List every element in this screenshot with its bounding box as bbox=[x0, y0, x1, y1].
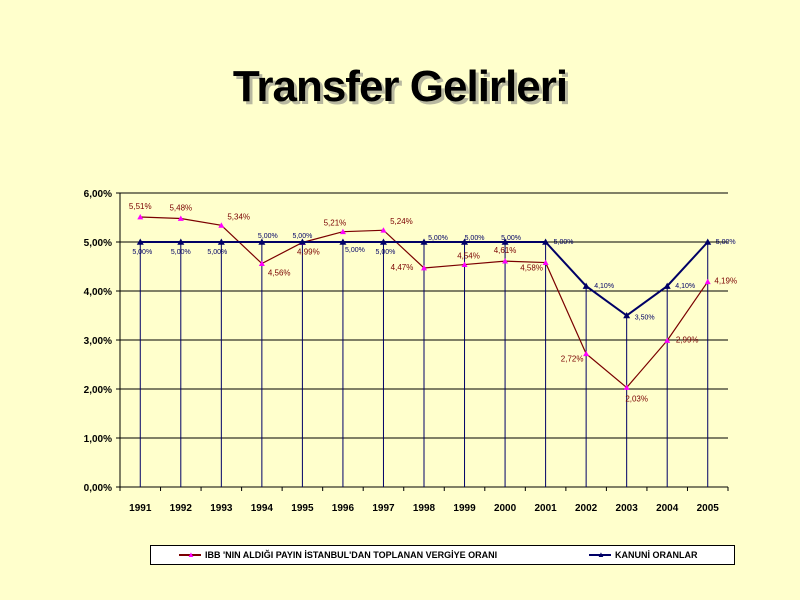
point-legal-rate bbox=[298, 238, 306, 245]
data-label-tax-share: 4,56% bbox=[268, 269, 291, 278]
data-label-tax-share: 4,99% bbox=[297, 247, 320, 256]
x-tick-label: 1999 bbox=[453, 503, 476, 514]
x-tick-label: 1994 bbox=[251, 503, 274, 514]
point-tax-share bbox=[339, 228, 346, 235]
data-label-legal-rate: 5,00% bbox=[428, 235, 448, 242]
data-label-legal-rate: 4,10% bbox=[675, 283, 695, 290]
data-label-tax-share: 5,24% bbox=[390, 217, 413, 226]
data-label-tax-share: 4,61% bbox=[494, 246, 517, 255]
legend-swatch-tax-share: ▲ bbox=[179, 551, 201, 559]
point-tax-share bbox=[461, 261, 468, 267]
legend-swatch-legal-rate: ▲ bbox=[589, 551, 611, 559]
point-tax-share bbox=[583, 350, 590, 357]
y-tick-label: 3,00% bbox=[84, 336, 112, 347]
point-tax-share bbox=[502, 258, 509, 264]
point-legal-rate bbox=[623, 312, 631, 319]
legend-item-tax-share: ▲ IBB 'NIN ALDIĞI PAYIN İSTANBUL'DAN TOP… bbox=[179, 550, 497, 560]
legend-label-legal-rate: KANUNİ ORANLAR bbox=[615, 550, 698, 560]
data-label-legal-rate: 5,00% bbox=[207, 249, 227, 256]
point-tax-share bbox=[421, 264, 427, 271]
data-label-tax-share: 5,51% bbox=[129, 202, 152, 211]
data-label-legal-rate: 5,00% bbox=[465, 235, 485, 242]
x-tick-label: 2003 bbox=[616, 503, 639, 514]
point-legal-rate bbox=[582, 282, 590, 289]
data-label-tax-share: 4,47% bbox=[391, 263, 414, 272]
x-tick-label: 2002 bbox=[575, 503, 598, 514]
point-tax-share bbox=[542, 259, 549, 265]
data-label-legal-rate: 5,00% bbox=[716, 239, 736, 246]
y-tick-label: 2,00% bbox=[84, 385, 112, 396]
y-tick-label: 5,00% bbox=[84, 238, 112, 249]
data-label-tax-share: 5,21% bbox=[324, 219, 347, 228]
point-tax-share bbox=[177, 215, 184, 221]
x-tick-label: 2005 bbox=[697, 503, 720, 514]
slide-title: Transfer Gelirleri bbox=[232, 62, 568, 111]
y-tick-label: 4,00% bbox=[84, 287, 112, 298]
point-tax-share bbox=[380, 227, 387, 233]
x-tick-label: 2004 bbox=[656, 503, 679, 514]
data-label-tax-share: 5,48% bbox=[169, 203, 192, 212]
point-legal-rate bbox=[542, 238, 550, 245]
x-tick-label: 1991 bbox=[129, 503, 152, 514]
data-label-legal-rate: 4,10% bbox=[594, 283, 614, 290]
x-tick-label: 1996 bbox=[332, 503, 355, 514]
data-label-tax-share: 4,54% bbox=[457, 252, 480, 261]
point-legal-rate bbox=[258, 238, 266, 245]
data-label-legal-rate: 5,00% bbox=[171, 249, 191, 256]
data-label-legal-rate: 5,00% bbox=[554, 239, 574, 246]
point-legal-rate bbox=[663, 282, 671, 289]
x-tick-label: 2000 bbox=[494, 503, 517, 514]
data-label-legal-rate: 5,00% bbox=[501, 235, 521, 242]
x-tick-label: 1998 bbox=[413, 503, 436, 514]
point-tax-share bbox=[704, 278, 711, 285]
data-label-tax-share: 2,72% bbox=[561, 355, 584, 364]
point-tax-share bbox=[218, 222, 225, 228]
point-legal-rate bbox=[339, 238, 347, 245]
point-legal-rate bbox=[217, 238, 225, 245]
data-label-tax-share: 4,19% bbox=[714, 277, 737, 286]
x-tick-label: 1997 bbox=[372, 503, 395, 514]
point-legal-rate bbox=[420, 238, 428, 245]
data-label-legal-rate: 5,00% bbox=[132, 249, 152, 256]
data-label-tax-share: 4,58% bbox=[520, 264, 543, 273]
x-tick-label: 1992 bbox=[170, 503, 193, 514]
point-legal-rate bbox=[136, 238, 144, 245]
data-label-legal-rate: 3,50% bbox=[635, 315, 655, 322]
point-legal-rate bbox=[177, 238, 185, 245]
point-tax-share bbox=[623, 384, 630, 390]
x-tick-label: 2001 bbox=[534, 503, 557, 514]
x-tick-label: 1993 bbox=[210, 503, 233, 514]
point-tax-share bbox=[664, 337, 671, 343]
point-tax-share bbox=[258, 260, 265, 266]
chart-legend: ▲ IBB 'NIN ALDIĞI PAYIN İSTANBUL'DAN TOP… bbox=[150, 545, 735, 565]
data-label-tax-share: 5,34% bbox=[227, 212, 250, 221]
data-label-legal-rate: 5,00% bbox=[345, 247, 365, 254]
y-tick-label: 0,00% bbox=[84, 483, 112, 494]
point-legal-rate bbox=[501, 238, 509, 245]
data-label-legal-rate: 5,00% bbox=[376, 249, 396, 256]
data-label-tax-share: 2,03% bbox=[625, 395, 648, 404]
data-label-legal-rate: 5,00% bbox=[258, 233, 278, 240]
legend-item-legal-rate: ▲ KANUNİ ORANLAR bbox=[589, 550, 698, 560]
point-legal-rate bbox=[461, 238, 469, 245]
point-legal-rate bbox=[379, 238, 387, 245]
data-label-tax-share: 2,99% bbox=[676, 335, 699, 344]
y-tick-label: 1,00% bbox=[84, 434, 112, 445]
point-legal-rate bbox=[704, 238, 712, 245]
data-label-legal-rate: 5,00% bbox=[292, 233, 312, 240]
x-tick-label: 1995 bbox=[291, 503, 314, 514]
point-tax-share bbox=[137, 214, 144, 220]
legend-label-tax-share: IBB 'NIN ALDIĞI PAYIN İSTANBUL'DAN TOPLA… bbox=[205, 550, 498, 560]
y-tick-label: 6,00% bbox=[84, 189, 112, 200]
